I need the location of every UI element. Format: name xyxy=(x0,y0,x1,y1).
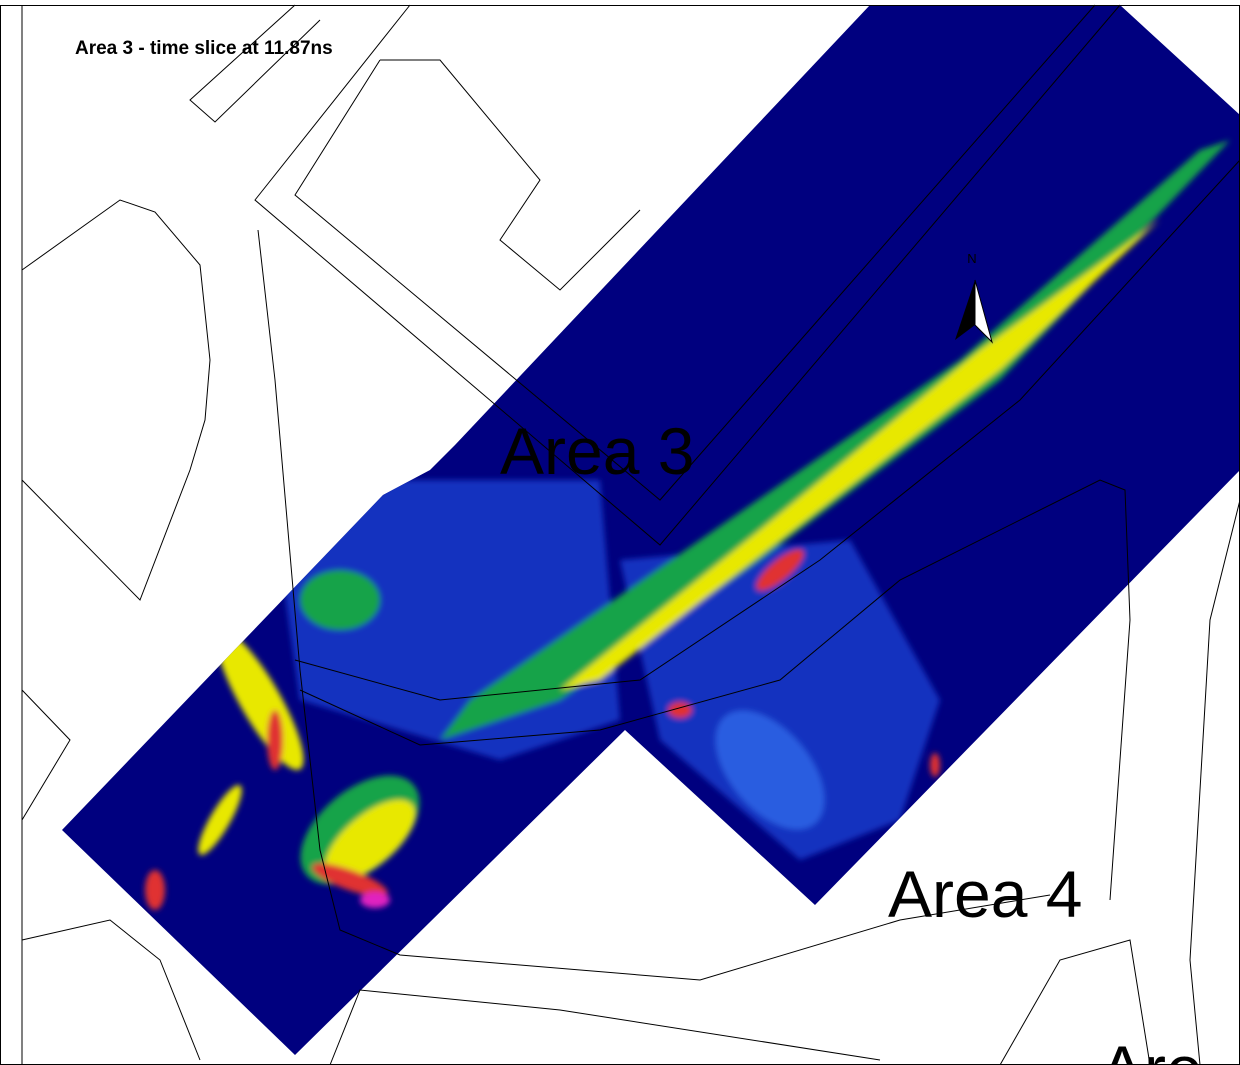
north-label: N xyxy=(967,251,976,266)
area-label: Area 3 xyxy=(500,414,694,488)
map-title: Area 3 - time slice at 11.87ns xyxy=(75,38,333,59)
page: {"title": "Area 3 - time slice at 11.87n… xyxy=(0,0,1240,1065)
map: N Area 3 - time slice at 11.87ns Area 3 … xyxy=(0,0,1240,1065)
area-label: Area 4 xyxy=(888,857,1082,931)
area-label: Are xyxy=(1100,1032,1203,1065)
